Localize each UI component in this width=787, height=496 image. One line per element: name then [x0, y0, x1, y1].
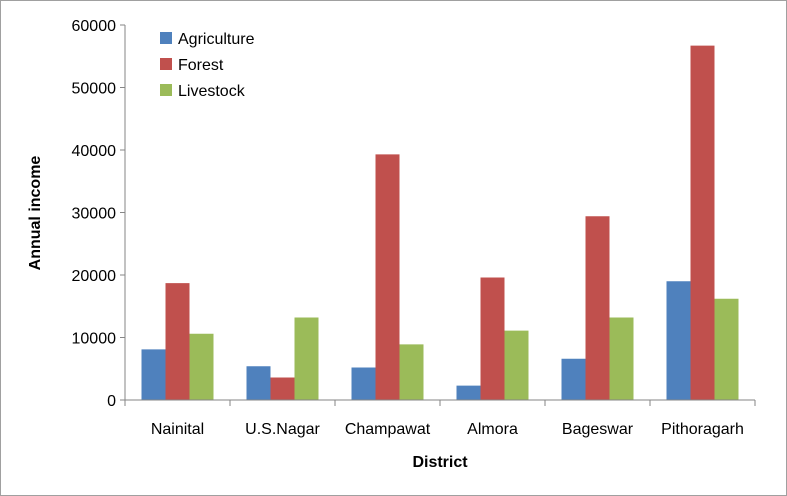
legend-swatch-agriculture [160, 32, 172, 44]
bar-agriculture-champawat [351, 367, 376, 400]
legend-label-agriculture: Agriculture [178, 31, 255, 48]
y-tick-label: 40000 [72, 143, 117, 160]
bar-agriculture-u-s-nagar [246, 366, 271, 400]
x-tick-label: Nainital [151, 421, 204, 438]
legend-label-livestock: Livestock [178, 83, 246, 100]
legend: Agriculture Forest Livestock [160, 31, 255, 100]
bar-agriculture-pithoragarh [666, 281, 691, 400]
y-tick-label: 0 [107, 393, 116, 410]
bar-livestock-pithoragarh [714, 298, 739, 400]
x-ticks-layer: Nainital U.S.Nagar Champawat Almora Bageswar… [124, 400, 756, 438]
y-ticks-layer: 0 10000 20000 30000 40000 50000 60000 [72, 18, 125, 410]
bar-agriculture-almora [456, 385, 481, 400]
y-tick-label: 20000 [72, 268, 117, 285]
bar-livestock-bageswar [609, 317, 634, 400]
bar-forest-bageswar [585, 216, 610, 400]
y-tick-label: 50000 [72, 81, 117, 98]
y-tick-label: 60000 [72, 18, 117, 35]
legend-swatch-livestock [160, 84, 172, 96]
bar-agriculture-nainital [141, 349, 166, 400]
bar-agriculture-bageswar [561, 358, 586, 400]
y-axis-title: Annual income [27, 156, 44, 271]
legend-label-forest: Forest [178, 57, 224, 74]
bar-forest-pithoragarh [690, 45, 715, 400]
legend-swatch-forest [160, 58, 172, 70]
bar-livestock-nainital [189, 333, 214, 400]
y-tick-label: 30000 [72, 206, 117, 223]
bar-livestock-champawat [399, 344, 424, 400]
x-axis-title: District [412, 454, 468, 471]
bars-layer [141, 45, 739, 400]
x-tick-label: Pithoragarh [661, 421, 744, 438]
bar-forest-almora [480, 277, 505, 400]
bar-forest-champawat [375, 154, 400, 400]
x-tick-label: Almora [467, 421, 518, 438]
x-tick-label: Champawat [345, 421, 431, 438]
bar-livestock-almora [504, 330, 529, 400]
bar-forest-u-s-nagar [270, 377, 295, 400]
bar-livestock-u-s-nagar [294, 317, 319, 400]
x-tick-label: Bageswar [562, 421, 634, 438]
x-tick-label: U.S.Nagar [245, 421, 320, 438]
bar-forest-nainital [165, 283, 190, 400]
y-tick-label: 10000 [72, 331, 117, 348]
